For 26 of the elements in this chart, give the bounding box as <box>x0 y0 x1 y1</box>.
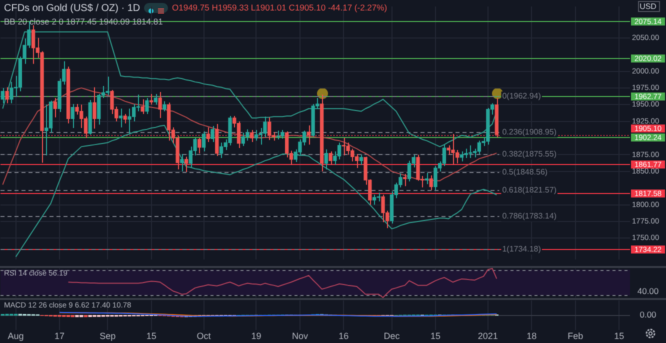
x-tick-label: 16 <box>338 331 349 342</box>
ref-line-label: 1(1734.18) <box>502 244 542 254</box>
ref-line-label: 0.382(1875.55) <box>502 150 557 159</box>
ref-line-label: 0.236(1908.95) <box>502 128 557 137</box>
x-tick-label: 19 <box>251 331 262 342</box>
annotation: O1949.75 H1959.33 L1901.01 C1905.10 -44.17 (-2.27%) <box>172 2 388 12</box>
x-tick-label: Oct <box>196 331 212 342</box>
x-tick-label: 15 <box>614 331 624 342</box>
x-tick-label: 17 <box>54 331 65 342</box>
x-tick-label: 2021 <box>478 331 498 342</box>
x-tick-label: Nov <box>292 331 308 342</box>
ref-line-label: 0.786(1783.14) <box>502 212 557 221</box>
x-tick-label: 15 <box>430 331 440 342</box>
x-tick-label: 18 <box>526 331 537 342</box>
x-tick-label: Dec <box>384 331 400 342</box>
text: 0.00 <box>640 310 657 320</box>
x-tick-label: Sep <box>100 331 116 342</box>
x-tick-label: Feb <box>568 331 584 342</box>
y-axis-title: USD <box>640 2 657 12</box>
text: 40.00 <box>637 286 659 296</box>
ref-line-label: 0(1962.94) <box>502 92 542 101</box>
x-tick-label: Aug <box>8 331 24 342</box>
ref-line-label: 0.5(1848.56) <box>502 168 548 177</box>
x-tick-label: 15 <box>146 331 156 342</box>
ref-line-label: 0.618(1821.57) <box>502 186 557 195</box>
chart-title: CFDs on Gold (US$ / OZ) · 1D <box>4 2 140 14</box>
